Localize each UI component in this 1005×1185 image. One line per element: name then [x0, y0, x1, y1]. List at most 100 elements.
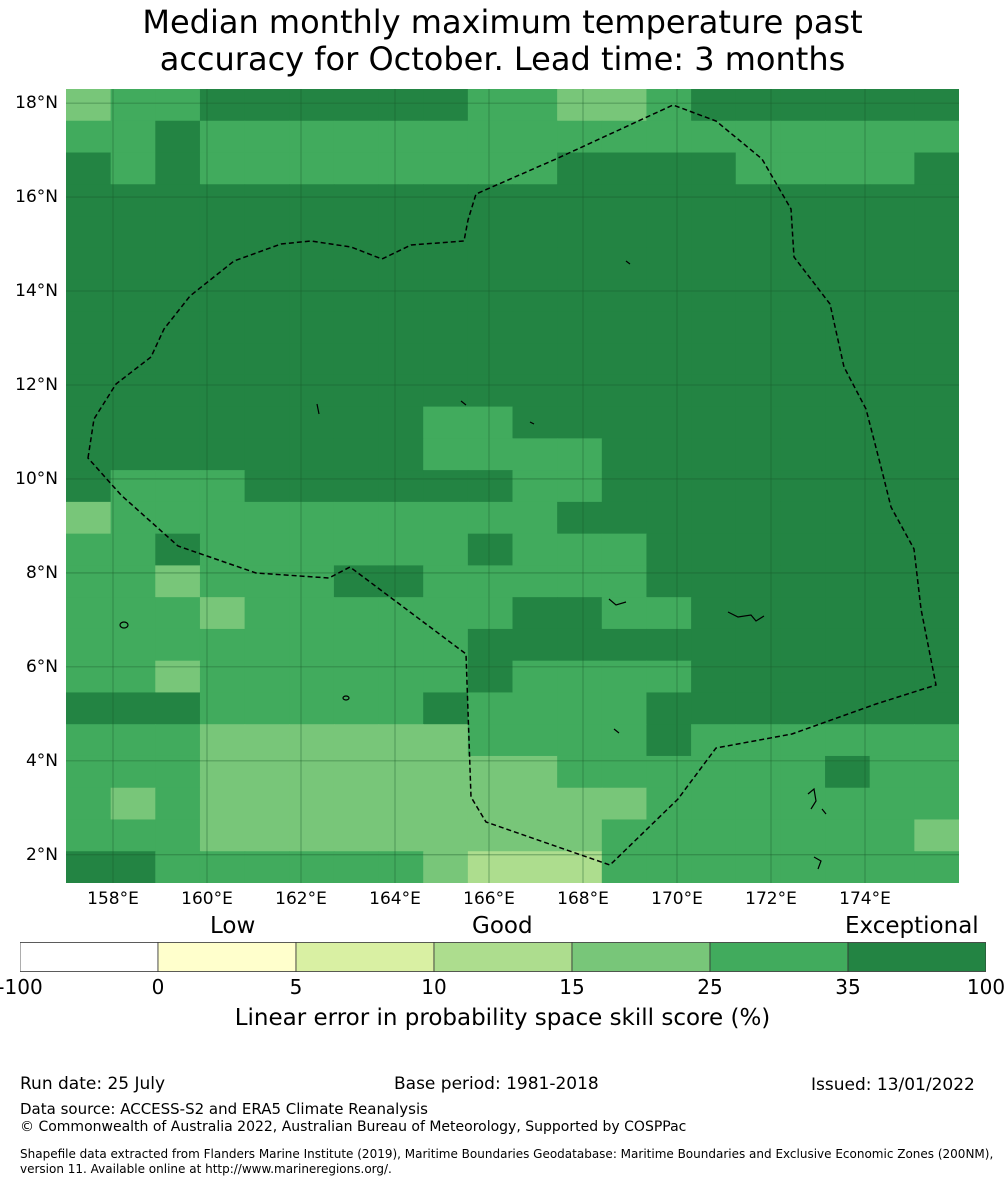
skill-cell	[199, 343, 246, 376]
skill-cell	[646, 819, 692, 852]
skill-cell	[780, 565, 826, 598]
skill-cell	[244, 597, 290, 630]
skill-cell	[289, 438, 335, 471]
skill-cell	[869, 628, 915, 662]
skill-cell	[825, 406, 871, 439]
skill-cell	[199, 660, 246, 694]
skill-cell	[378, 565, 424, 598]
skill-cell	[825, 724, 871, 757]
skill-cell	[601, 184, 648, 217]
copyright: © Commonwealth of Australia 2022, Austra…	[20, 1119, 687, 1135]
island	[807, 787, 817, 810]
skill-cell	[423, 89, 469, 122]
skill-cell	[601, 374, 648, 408]
skill-cell	[244, 374, 290, 408]
skill-cell	[289, 247, 335, 281]
shapefile-credit-line-1: Shapefile data extracted from Flanders M…	[20, 1147, 994, 1161]
skill-cell	[155, 660, 201, 694]
skill-cell	[467, 597, 514, 630]
skill-cell	[199, 692, 246, 725]
skill-cell	[467, 692, 514, 725]
skill-cell	[914, 247, 959, 281]
skill-cell	[467, 406, 514, 439]
skill-cell	[423, 597, 469, 630]
skill-cell	[155, 755, 201, 789]
skill-cell	[914, 597, 959, 630]
skill-cell	[914, 216, 959, 249]
skill-cell	[244, 533, 290, 566]
skill-cell	[66, 120, 112, 154]
skill-cell	[423, 819, 469, 852]
latitude-tick-label: 8°N	[25, 562, 58, 583]
skill-cell	[601, 343, 648, 376]
skill-cell	[199, 120, 246, 154]
skill-cell	[780, 152, 826, 185]
skill-cell	[333, 120, 380, 154]
skill-cell	[155, 406, 201, 439]
skill-cell	[467, 851, 514, 883]
skill-cell	[378, 533, 424, 566]
skill-cell	[825, 819, 871, 852]
skill-cell	[691, 279, 737, 312]
skill-cell	[914, 374, 959, 408]
skill-cell	[289, 819, 335, 852]
skill-cell	[244, 279, 290, 312]
skill-cell	[646, 724, 692, 757]
skill-cell	[557, 692, 603, 725]
skill-cell	[289, 692, 335, 725]
skill-cell	[155, 501, 201, 535]
skill-cell	[512, 501, 558, 535]
skill-cell	[199, 851, 246, 883]
skill-cell	[825, 755, 871, 789]
skill-cell	[333, 851, 380, 883]
skill-cell	[869, 787, 915, 821]
latitude-tick-label: 6°N	[25, 656, 58, 677]
island	[608, 598, 627, 606]
skill-cell	[735, 374, 781, 408]
longitude-tick-label: 174°E	[839, 889, 891, 909]
latitude-tick-label: 4°N	[25, 750, 58, 771]
skill-cell	[289, 89, 335, 122]
skill-cell	[423, 470, 469, 503]
skill-cell	[914, 724, 959, 757]
legend-tick-label: 100	[966, 975, 1005, 999]
skill-cell	[155, 247, 201, 281]
skill-cell	[333, 724, 380, 757]
skill-cell	[914, 152, 959, 185]
skill-cell	[289, 406, 335, 439]
skill-cell	[914, 851, 959, 883]
skill-cell	[333, 597, 380, 630]
skill-cell	[601, 438, 648, 471]
skill-cell	[66, 470, 112, 503]
skill-cell	[512, 660, 558, 694]
skill-cell	[333, 152, 380, 185]
skill-cell	[110, 660, 156, 694]
legend-swatch	[709, 942, 849, 972]
skill-cell	[646, 692, 692, 725]
skill-cell	[825, 343, 871, 376]
skill-cell	[691, 851, 737, 883]
skill-cell	[244, 724, 290, 757]
skill-cell	[244, 565, 290, 598]
skill-cell	[825, 628, 871, 662]
skill-cell	[333, 343, 380, 376]
skill-cell	[289, 533, 335, 566]
skill-cell	[512, 216, 558, 249]
skill-cell	[691, 152, 737, 185]
skill-cell	[155, 470, 201, 503]
skill-cell	[244, 343, 290, 376]
skill-cell	[512, 724, 558, 757]
skill-cell	[780, 120, 826, 154]
skill-cell	[512, 343, 558, 376]
skill-cell	[512, 374, 558, 408]
skill-cell	[423, 343, 469, 376]
skill-cell	[691, 533, 737, 566]
skill-cell	[110, 374, 156, 408]
skill-cell	[646, 406, 692, 439]
skill-cell	[423, 787, 469, 821]
skill-cell	[780, 374, 826, 408]
skill-cell	[244, 89, 290, 122]
skill-cell	[378, 819, 424, 852]
skill-cell	[914, 692, 959, 725]
skill-cell	[333, 565, 380, 598]
